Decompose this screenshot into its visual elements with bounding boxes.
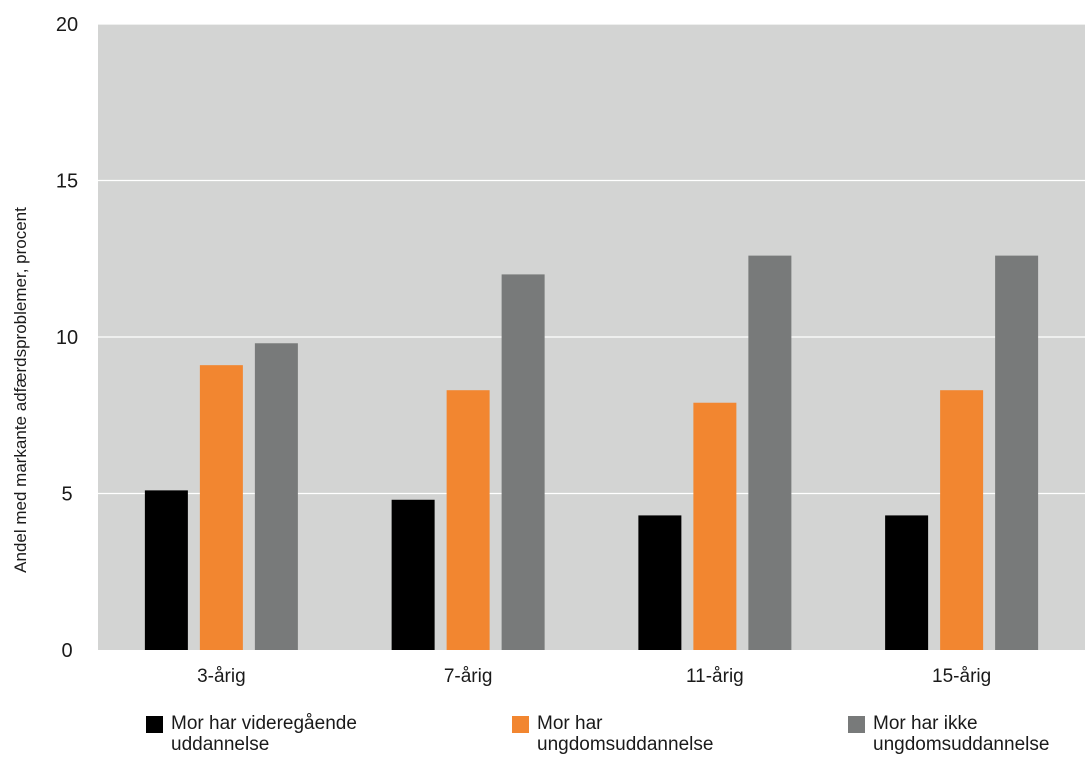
legend-label-line: Mor har ikke xyxy=(873,713,978,734)
x-axis-ticks: 3-årig 7-årig 11-årig 15-årig xyxy=(197,666,991,687)
x-tick-label: 3-årig xyxy=(197,666,246,687)
bar-series-2-1 xyxy=(199,365,243,650)
x-tick-label: 7-årig xyxy=(444,666,493,687)
legend-label-line: uddannelse xyxy=(171,734,270,755)
legend-swatch-series-2 xyxy=(512,716,529,733)
legend-swatch-series-3 xyxy=(848,716,865,733)
bar-series-1-1 xyxy=(144,490,188,650)
y-tick-label: 0 xyxy=(61,640,72,662)
y-axis-label: Andel med markante adfærdsproblemer, pro… xyxy=(11,207,30,573)
legend-label-line: Mor har videregående xyxy=(171,713,357,734)
bar-series-3-1 xyxy=(254,343,298,650)
bar-chart: 0 5 10 15 20 3-årig 7-årig 11-årig 15-årig Ande… xyxy=(11,14,1085,687)
bar-series-3-4 xyxy=(995,255,1039,650)
bar-series-2-2 xyxy=(446,390,490,650)
bar-series-1-4 xyxy=(885,515,929,650)
legend-label-line: Mor har xyxy=(537,713,603,734)
y-tick-label: 20 xyxy=(56,14,78,36)
legend-item-series-2: Mor har ungdomsuddannelse xyxy=(512,713,713,755)
x-tick-label: 15-årig xyxy=(932,666,991,687)
legend-item-series-1: Mor har videregående uddannelse xyxy=(146,713,357,755)
legend-item-series-3: Mor har ikke ungdomsuddannelse xyxy=(848,713,1049,755)
legend-label-line: ungdomsuddannelse xyxy=(873,734,1050,755)
bar-series-3-3 xyxy=(748,255,792,650)
legend-label-series-1: Mor har videregående uddannelse xyxy=(171,713,357,755)
bar-series-3-2 xyxy=(501,274,545,650)
y-tick-label: 15 xyxy=(56,171,78,193)
y-tick-label: 5 xyxy=(61,484,72,506)
bar-series-1-3 xyxy=(638,515,682,650)
legend-label-series-3: Mor har ikke ungdomsuddannelse xyxy=(873,713,1049,755)
legend-label-line: ungdomsuddannelse xyxy=(537,734,714,755)
x-tick-label: 11-årig xyxy=(686,666,744,687)
legend-swatch-series-1 xyxy=(146,716,163,733)
legend: Mor har videregående uddannelse Mor har … xyxy=(0,713,1085,765)
y-tick-label: 10 xyxy=(56,327,78,349)
bars xyxy=(144,255,1039,650)
bar-series-2-4 xyxy=(940,390,984,650)
legend-label-series-2: Mor har ungdomsuddannelse xyxy=(537,713,713,755)
y-axis-ticks: 0 5 10 15 20 xyxy=(56,14,78,662)
bar-series-1-2 xyxy=(391,499,435,650)
bar-series-2-3 xyxy=(693,402,737,650)
